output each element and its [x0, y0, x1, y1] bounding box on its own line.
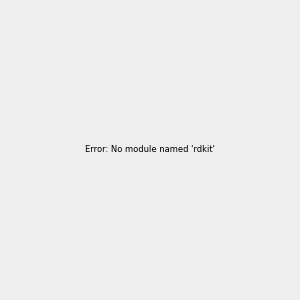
Text: Error: No module named 'rdkit': Error: No module named 'rdkit' — [85, 146, 215, 154]
